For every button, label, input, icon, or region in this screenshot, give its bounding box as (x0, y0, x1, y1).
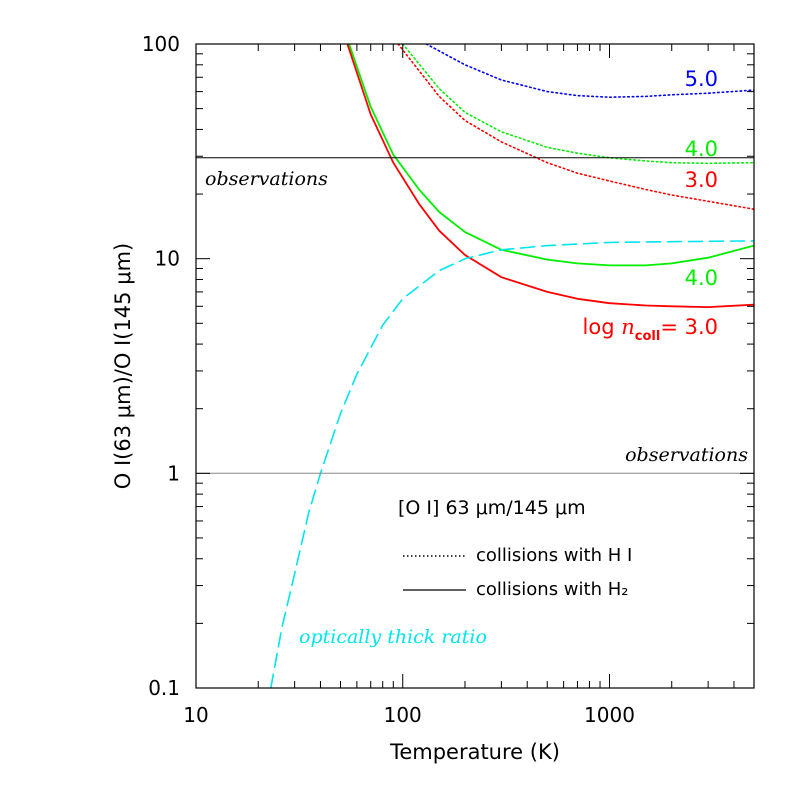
series-line-solid-3 (348, 44, 754, 267)
x-tick-label: 10 (183, 703, 208, 727)
curve-label-h2-3: log ncoll= 3.0 (583, 315, 718, 344)
series-line-dashed-5 (270, 240, 754, 688)
observations-label-upper: observations (205, 168, 328, 190)
curve-label-hi-5: 5.0 (685, 67, 718, 91)
plot-frame (195, 43, 755, 689)
y-tick-label: 100 (142, 32, 180, 56)
series-layer (270, 44, 754, 688)
series-line-dotted-0 (425, 44, 754, 98)
axis-ticks (195, 43, 755, 689)
y-axis-label: O I(63 μm)/O I(145 μm) (111, 243, 135, 489)
curve-label-h2-4: 4.0 (685, 266, 718, 290)
x-tick-label: 100 (384, 703, 422, 727)
curve-label-coll: coll (635, 329, 661, 344)
curve-label-thick: optically thick ratio (299, 626, 487, 648)
curve-label-n: n (621, 315, 635, 339)
curve-label-value: = 3.0 (660, 315, 718, 339)
series-line-dotted-2 (397, 44, 754, 210)
x-axis-label: Temperature (K) (389, 740, 560, 764)
curve-labels: 5.0 4.0 3.0 4.0 log ncoll= 3.0 optically… (299, 67, 718, 648)
y-tick-label: 0.1 (148, 676, 180, 700)
observations-label-lower: observations (625, 444, 748, 466)
legend-title: [O I] 63 μm/145 μm (398, 497, 586, 519)
observation-lines (196, 157, 754, 474)
legend: [O I] 63 μm/145 μm collisions with H I c… (398, 497, 632, 600)
curve-label-log: log (583, 315, 622, 339)
y-tick-label: 1 (167, 461, 180, 485)
curve-label-hi-4: 4.0 (685, 137, 718, 161)
legend-entry-hi: collisions with H I (476, 545, 632, 566)
axis-tick-labels: 10 100 1000 0.1 1 10 100 (142, 32, 635, 727)
series-line-dotted-1 (401, 44, 754, 165)
series-line-solid-4 (346, 44, 754, 308)
x-tick-label: 1000 (584, 703, 635, 727)
curve-label-hi-3: 3.0 (685, 168, 718, 192)
legend-entry-h2: collisions with H₂ (476, 579, 628, 600)
y-tick-label: 10 (155, 247, 180, 271)
